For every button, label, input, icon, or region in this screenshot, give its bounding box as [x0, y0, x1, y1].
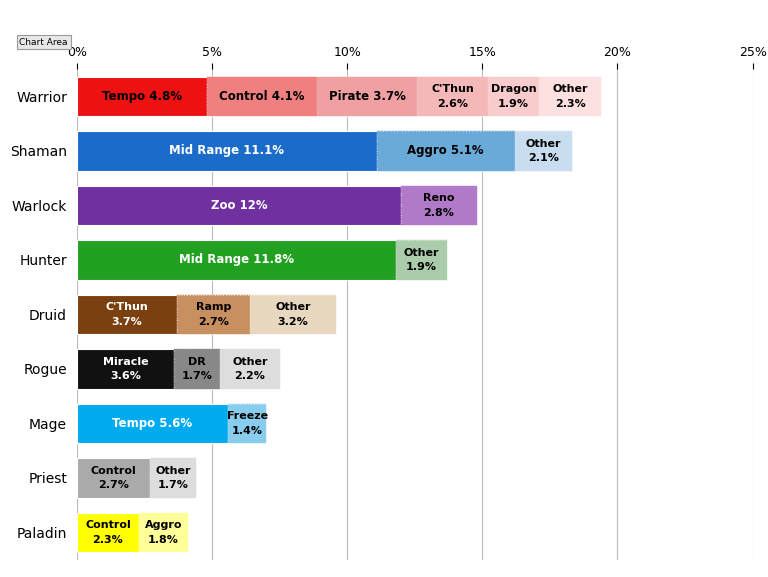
- Bar: [174, 349, 220, 388]
- Bar: [77, 349, 174, 388]
- Text: 2.2%: 2.2%: [234, 371, 265, 381]
- Text: 3.7%: 3.7%: [111, 317, 142, 327]
- Text: Tempo 5.6%: Tempo 5.6%: [112, 417, 193, 430]
- Text: Other: Other: [404, 248, 439, 258]
- Bar: [228, 404, 266, 443]
- Bar: [207, 77, 317, 116]
- Bar: [77, 241, 396, 280]
- Text: 2.1%: 2.1%: [528, 153, 558, 163]
- Text: 2.8%: 2.8%: [424, 208, 455, 218]
- Text: 1.8%: 1.8%: [148, 534, 179, 545]
- Bar: [377, 132, 515, 171]
- Text: Aggro 5.1%: Aggro 5.1%: [408, 144, 484, 158]
- Text: Other: Other: [232, 357, 267, 367]
- Bar: [77, 186, 401, 225]
- Text: Mid Range 11.8%: Mid Range 11.8%: [179, 253, 294, 267]
- Text: Other: Other: [525, 139, 561, 149]
- Bar: [317, 77, 418, 116]
- Text: Aggro: Aggro: [144, 520, 182, 530]
- Text: 1.9%: 1.9%: [498, 99, 529, 108]
- Bar: [77, 77, 207, 116]
- Bar: [418, 77, 488, 116]
- Bar: [488, 77, 539, 116]
- Text: Other: Other: [275, 302, 311, 312]
- Text: Other: Other: [552, 84, 588, 95]
- Bar: [488, 77, 539, 116]
- Bar: [250, 295, 336, 334]
- Bar: [377, 132, 515, 171]
- Bar: [220, 349, 280, 388]
- Bar: [139, 513, 187, 552]
- Bar: [401, 186, 477, 225]
- Bar: [77, 295, 177, 334]
- Bar: [174, 349, 220, 388]
- Bar: [401, 186, 477, 225]
- Text: Control 4.1%: Control 4.1%: [219, 90, 305, 103]
- Bar: [418, 77, 488, 116]
- Text: Control: Control: [85, 520, 131, 530]
- Bar: [228, 404, 266, 443]
- Text: 2.7%: 2.7%: [198, 317, 229, 327]
- Text: 1.7%: 1.7%: [157, 480, 188, 490]
- Text: Ramp: Ramp: [196, 302, 231, 312]
- Text: DR: DR: [188, 357, 206, 367]
- Bar: [77, 458, 150, 497]
- Text: Freeze: Freeze: [227, 411, 268, 421]
- Bar: [250, 295, 336, 334]
- Bar: [207, 77, 317, 116]
- Text: Other: Other: [155, 466, 190, 476]
- Text: Control: Control: [91, 466, 136, 476]
- Text: Zoo 12%: Zoo 12%: [210, 199, 267, 212]
- Bar: [139, 513, 187, 552]
- Bar: [177, 295, 250, 334]
- Bar: [77, 513, 139, 552]
- Text: 1.9%: 1.9%: [406, 262, 437, 272]
- Text: 3.6%: 3.6%: [110, 371, 141, 381]
- Text: C'Thun: C'Thun: [105, 302, 148, 312]
- Text: 2.3%: 2.3%: [92, 534, 123, 545]
- Text: Reno: Reno: [423, 193, 455, 203]
- Text: Chart Area: Chart Area: [19, 38, 68, 47]
- Bar: [515, 132, 571, 171]
- Text: 1.4%: 1.4%: [232, 426, 263, 436]
- Text: C'Thun: C'Thun: [431, 84, 474, 95]
- Bar: [77, 132, 377, 171]
- Bar: [396, 241, 447, 280]
- Text: 2.7%: 2.7%: [98, 480, 129, 490]
- Text: Dragon: Dragon: [491, 84, 536, 95]
- Text: Miracle: Miracle: [103, 357, 148, 367]
- Text: Tempo 4.8%: Tempo 4.8%: [101, 90, 182, 103]
- Bar: [220, 349, 280, 388]
- Bar: [396, 241, 447, 280]
- Bar: [77, 404, 228, 443]
- Bar: [177, 295, 250, 334]
- Bar: [515, 132, 571, 171]
- Text: 2.6%: 2.6%: [437, 99, 468, 108]
- Text: Mid Range 11.1%: Mid Range 11.1%: [169, 144, 284, 158]
- Text: Pirate 3.7%: Pirate 3.7%: [329, 90, 406, 103]
- Bar: [539, 77, 601, 116]
- Text: 1.7%: 1.7%: [182, 371, 213, 381]
- Text: 2.3%: 2.3%: [554, 99, 585, 108]
- Bar: [539, 77, 601, 116]
- Bar: [317, 77, 418, 116]
- Bar: [150, 458, 196, 497]
- Text: 3.2%: 3.2%: [278, 317, 309, 327]
- Bar: [150, 458, 196, 497]
